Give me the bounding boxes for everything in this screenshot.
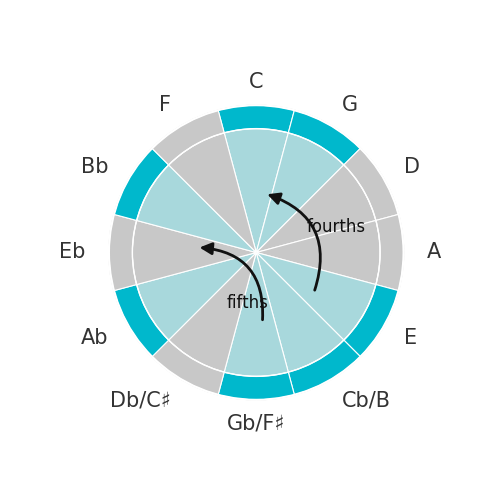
Wedge shape [218,105,294,133]
Text: G: G [342,94,357,114]
Wedge shape [109,214,136,290]
Wedge shape [136,165,256,252]
Text: Gb/F♯: Gb/F♯ [227,413,286,433]
Wedge shape [224,252,288,376]
Wedge shape [152,340,224,395]
Wedge shape [256,165,376,252]
Circle shape [109,105,404,400]
Wedge shape [256,252,344,372]
Text: Bb: Bb [81,157,108,177]
Wedge shape [132,220,256,284]
Text: Ab: Ab [81,328,108,348]
Wedge shape [344,148,399,220]
Wedge shape [136,252,256,340]
Text: C: C [249,72,264,92]
Text: Db/C♯: Db/C♯ [110,390,171,410]
Text: F: F [159,94,171,114]
Wedge shape [256,252,376,340]
Text: fourths: fourths [306,218,366,236]
Wedge shape [168,252,256,372]
Text: A: A [427,242,441,262]
Text: Cb/B: Cb/B [342,390,390,410]
Wedge shape [224,128,288,252]
Wedge shape [114,148,168,220]
Text: D: D [404,157,420,177]
Text: E: E [404,328,417,348]
Wedge shape [152,110,224,165]
Wedge shape [288,340,360,395]
Wedge shape [256,133,344,252]
Text: fifths: fifths [227,294,269,312]
Text: Eb: Eb [59,242,86,262]
Wedge shape [376,214,404,290]
Wedge shape [288,110,360,165]
Wedge shape [168,133,256,252]
Wedge shape [344,284,399,356]
Wedge shape [256,220,380,284]
Wedge shape [218,372,294,400]
Wedge shape [114,284,168,356]
